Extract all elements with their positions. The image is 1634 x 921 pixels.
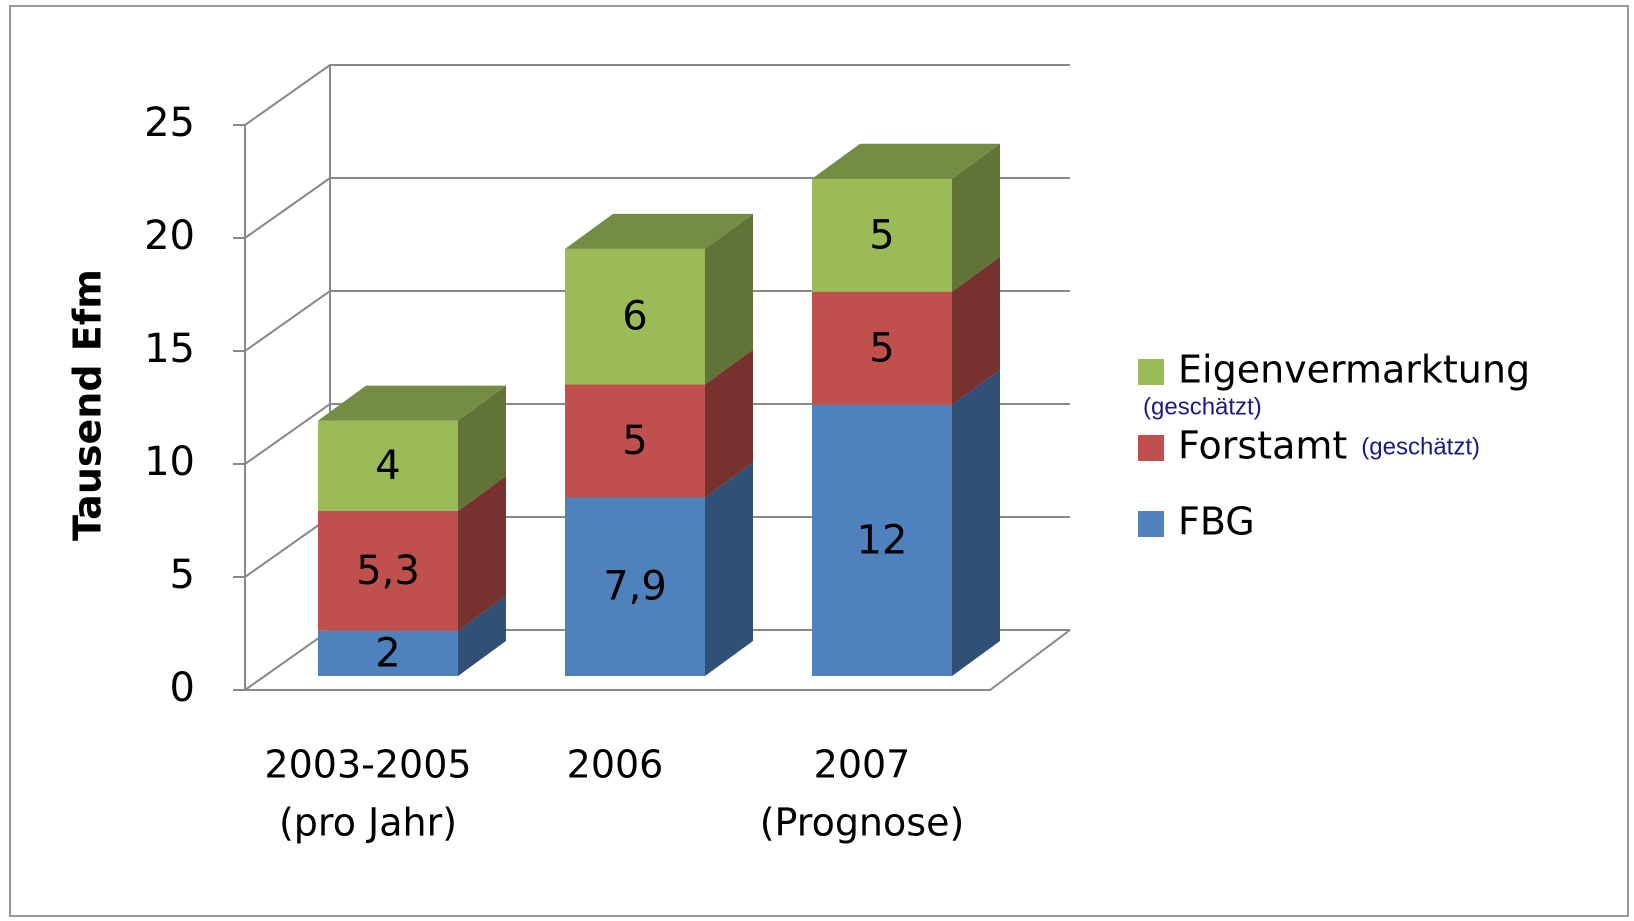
data-label: 5 bbox=[869, 325, 894, 371]
data-label: 2 bbox=[375, 630, 400, 676]
y-tick-label: 0 bbox=[170, 665, 195, 711]
bar-side bbox=[952, 256, 1000, 405]
bar-side bbox=[952, 143, 1000, 292]
bar bbox=[318, 511, 458, 631]
legend-note: (geschätzt) bbox=[1361, 433, 1480, 460]
y-tick-label: 15 bbox=[144, 326, 195, 372]
bar bbox=[318, 630, 458, 676]
data-label: 12 bbox=[857, 517, 908, 563]
floor bbox=[245, 629, 1071, 691]
data-label: 7,9 bbox=[603, 564, 667, 610]
legend-swatch bbox=[1138, 359, 1164, 385]
bar-top bbox=[565, 213, 753, 249]
grid-line bbox=[244, 64, 1070, 126]
bar bbox=[565, 497, 705, 676]
legend-label: Eigenvermarktung bbox=[1178, 348, 1530, 392]
x-tick-label: 2003-2005 bbox=[264, 743, 471, 787]
y-tick-label: 5 bbox=[170, 552, 195, 598]
legend-label: FBG bbox=[1178, 500, 1255, 544]
bar bbox=[565, 248, 705, 385]
bar bbox=[318, 420, 458, 512]
y-tick-label: 20 bbox=[144, 213, 195, 259]
bar-side bbox=[458, 476, 506, 631]
bar bbox=[812, 291, 952, 405]
x-tick-label: 2007 bbox=[814, 743, 911, 787]
legend-swatch bbox=[1138, 511, 1164, 537]
x-tick-label: (pro Jahr) bbox=[279, 801, 457, 845]
x-tick-label: (Prognose) bbox=[760, 801, 965, 845]
y-tick-label: 10 bbox=[144, 439, 195, 485]
data-label: 5 bbox=[622, 418, 647, 464]
bar bbox=[812, 178, 952, 292]
y-axis-title: Tausend Efm bbox=[66, 269, 110, 541]
bar-side bbox=[705, 213, 753, 385]
data-label: 6 bbox=[622, 294, 647, 340]
bar-side bbox=[705, 349, 753, 498]
data-label: 5,3 bbox=[356, 548, 420, 594]
bar-side bbox=[458, 595, 506, 676]
legend-note: (geschätzt) bbox=[1143, 393, 1262, 420]
x-tick-label: 2006 bbox=[567, 743, 664, 787]
data-label: 4 bbox=[375, 443, 400, 489]
bar-top bbox=[318, 385, 506, 421]
bar bbox=[812, 404, 952, 676]
bar-side bbox=[705, 462, 753, 676]
y-tick-label: 25 bbox=[144, 100, 195, 146]
bar-side bbox=[458, 385, 506, 512]
legend-swatch bbox=[1138, 435, 1164, 461]
bar-side bbox=[952, 369, 1000, 676]
legend-label: Forstamt bbox=[1178, 424, 1347, 468]
bar-top bbox=[812, 143, 1000, 179]
bar bbox=[565, 384, 705, 498]
data-label: 5 bbox=[869, 212, 894, 258]
